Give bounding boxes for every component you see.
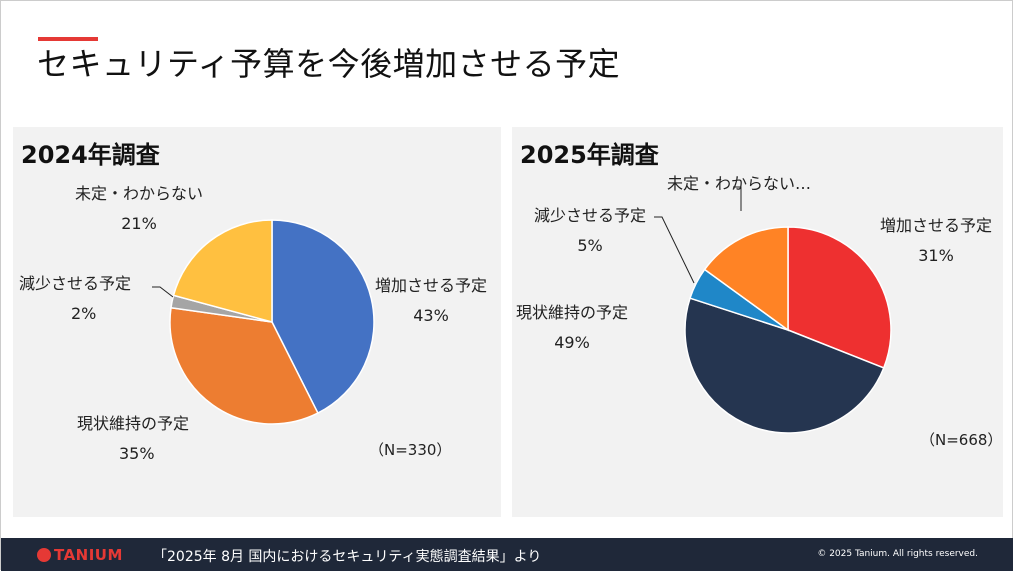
sample-size: （N=668） — [920, 431, 1003, 449]
leader-line — [654, 216, 695, 284]
source-note: 「2025年 8月 国内におけるセキュリティ実態調査結果」より — [153, 549, 542, 565]
leader-line — [733, 186, 742, 211]
label-undecided: 未定・わからない… — [667, 174, 812, 193]
slice-maintain — [684, 297, 885, 434]
slice-maintain — [169, 306, 319, 425]
label-maintain: 現状維持の予定 49% — [516, 303, 629, 352]
chart-panel-2024: 2024年調査 未定・わからない 21% 減少させる予定 2% 増加させる予定 43%… — [13, 127, 501, 517]
page-title: セキュリティ予算を今後増加させる予定 — [37, 45, 621, 83]
sample-size: （N=330） — [369, 441, 452, 459]
label-maintain: 現状維持の予定 35% — [77, 414, 190, 463]
footer: TANIUM 「2025年 8月 国内におけるセキュリティ実態調査結果」より ©… — [1, 538, 1013, 571]
chart-panel-2025: 2025年調査 未定・わからない… 減少させる予定 5% 増加させる予定 31% 現… — [512, 127, 1003, 517]
label-increase: 増加させる予定 31% — [880, 216, 993, 265]
pie-chart-2025 — [654, 186, 892, 434]
slice-undecided — [703, 226, 789, 332]
chart-title: 2024年調査 — [21, 141, 160, 169]
label-decrease: 減少させる予定 2% — [19, 274, 132, 323]
label-undecided: 未定・わからない 21% — [75, 184, 204, 233]
label-decrease: 減少させる予定 5% — [534, 206, 647, 255]
tanium-logo: TANIUM — [37, 546, 123, 564]
title-accent-bar — [38, 37, 98, 41]
copyright: © 2025 Tanium. All rights reserved. — [817, 549, 978, 559]
chart-title: 2025年調査 — [520, 141, 659, 169]
label-increase: 増加させる予定 43% — [375, 276, 488, 325]
slice-increase — [271, 219, 375, 415]
slice-increase — [787, 226, 892, 369]
slice-undecided — [172, 219, 273, 323]
leader-line — [152, 286, 174, 298]
pie-chart-2024 — [152, 219, 375, 425]
